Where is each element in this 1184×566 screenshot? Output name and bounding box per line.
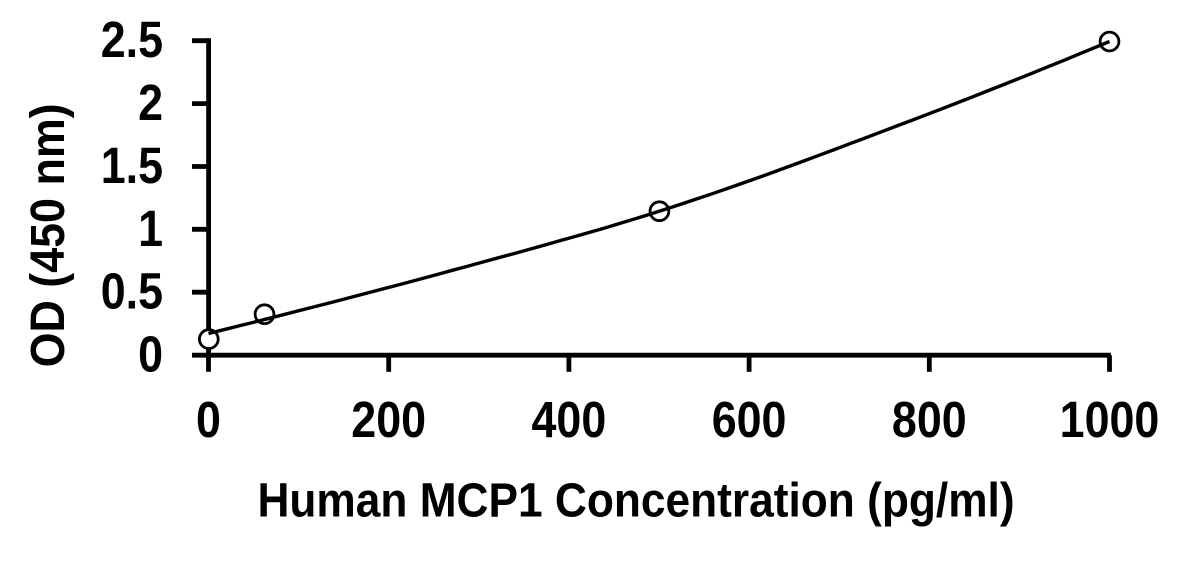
svg-text:800: 800: [892, 392, 967, 448]
svg-text:1.5: 1.5: [101, 138, 163, 194]
svg-text:0.5: 0.5: [101, 264, 163, 320]
svg-text:0: 0: [196, 392, 221, 448]
svg-text:2.5: 2.5: [101, 13, 163, 69]
svg-text:600: 600: [712, 392, 787, 448]
svg-text:200: 200: [351, 392, 426, 448]
svg-text:2: 2: [138, 75, 163, 131]
svg-text:Human MCP1 Concentration (pg/m: Human MCP1 Concentration (pg/ml): [257, 473, 1014, 527]
svg-text:OD (450 nm): OD (450 nm): [21, 103, 75, 367]
svg-text:1000: 1000: [1060, 392, 1160, 448]
svg-text:0: 0: [138, 327, 163, 383]
svg-text:1: 1: [138, 201, 163, 257]
svg-text:400: 400: [532, 392, 607, 448]
